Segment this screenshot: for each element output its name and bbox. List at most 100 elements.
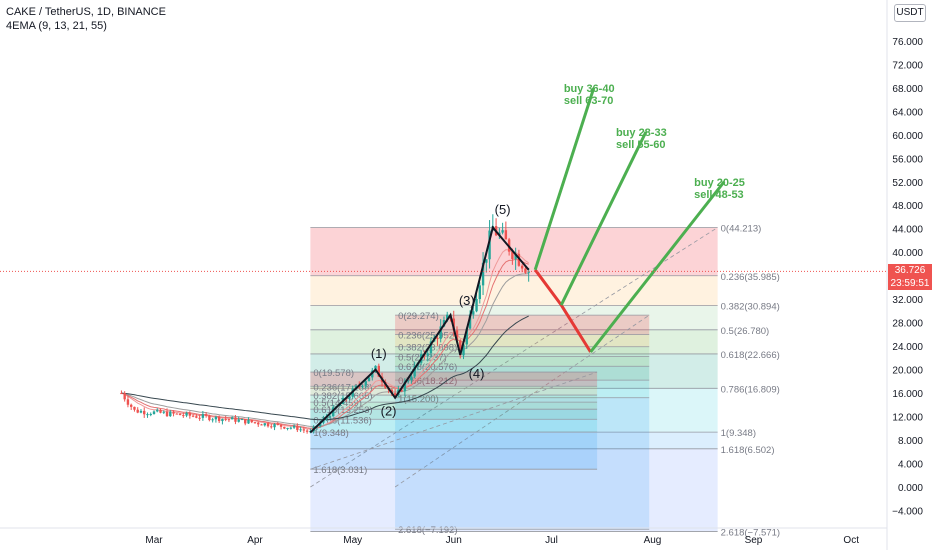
fib-level-label: 1.618(6.502) [721,445,775,456]
last-price-value: 36.726 [894,265,926,276]
wave-label: (5) [495,202,511,217]
currency-selector[interactable]: USDT [894,4,926,22]
y-tick-label: 76.000 [892,37,923,48]
y-tick-label: 68.000 [892,84,923,95]
fib-zone [310,409,598,420]
candle-body [182,415,185,417]
y-tick-label: 4.000 [898,460,923,471]
candle-body [139,410,143,413]
candle-body [406,380,410,382]
candle-body [413,365,416,377]
candle-body [520,265,524,269]
candle-body [195,416,198,418]
x-tick-label: Jul [545,535,558,546]
candle-body [478,285,481,300]
time-axis[interactable]: Mar Apr May Jun Jul Aug Sep Oct [0,527,887,546]
candle-body [240,419,244,421]
candle-body [393,393,397,396]
fib-level-label: 0.382(30.894) [721,302,780,313]
candle-body [211,419,214,421]
fib-level-label: 0.5(14.459) [313,398,362,409]
candle-body [279,424,283,427]
candle-body [459,340,462,356]
candle-body [191,415,195,417]
candle-body [217,416,221,422]
candle-body [318,422,322,427]
wave-line [309,225,530,434]
candle-body [234,417,237,422]
last-price-tag: 36.726 23:59:51 [888,264,932,290]
candle-body [120,393,123,395]
fib-zone [395,380,650,398]
candle-body [289,427,293,429]
candle-body [462,344,465,356]
y-tick-label: 16.000 [892,389,923,400]
candle-body [172,411,175,414]
candle-body [481,262,485,286]
candle-body [247,419,250,424]
fib-zone [310,275,718,306]
candle-body [188,412,192,416]
fib-level-label: 1(9.348) [313,428,348,439]
candle-body [273,424,276,428]
fib-zone [310,419,598,433]
projection-label: buy 28-33 [616,127,667,139]
candle-body [214,416,218,420]
candle-body [403,381,407,392]
y-tick-label: −4.000 [892,506,923,517]
candle-body [198,417,201,419]
symbol-title[interactable]: CAKE / TetherUS, 1D, BINANCE [6,6,166,18]
candle-body [133,406,136,410]
y-tick-label: 0.000 [898,483,923,494]
fib-level-label: 0.5(26.780) [721,326,770,337]
price-axis[interactable]: 76.000 72.000 68.000 64.000 60.000 56.000 52.0… [886,0,923,550]
fib-zone [310,432,598,470]
fib-level-label: 0.786(18.212) [398,376,457,387]
candle-body [488,230,491,260]
candle-body [504,230,508,240]
candle-body [244,419,247,424]
candle-body [302,429,306,431]
candle-body [299,429,302,431]
projection-label: buy 20-25 [694,177,745,189]
candle-body [374,365,377,371]
candle-body [361,385,364,387]
candle-body [426,353,429,356]
y-tick-label: 64.000 [892,107,923,118]
y-tick-label: 52.000 [892,178,923,189]
candle-body [286,427,289,429]
candle-body [296,425,299,431]
candle-body [257,422,260,425]
candle-body [165,411,169,417]
fib-level-label: 0(44.213) [721,223,762,234]
candle-body [143,410,146,415]
candle-body [283,426,286,429]
y-tick-label: 48.000 [892,201,923,212]
wave-label: (4) [469,366,485,381]
fib-level-label: 0.618(22.666) [721,350,780,361]
candle-body [159,409,162,413]
candle-body [169,411,172,417]
candle-body [328,416,332,418]
projection-arrow [559,131,648,306]
projection-label: sell 48-53 [694,189,744,201]
fib-level-label: 0(29.274) [398,311,439,322]
candle-body [455,330,459,341]
fib-zone [310,432,718,449]
x-tick-label: Sep [745,535,763,546]
candle-body [156,409,159,412]
candle-body [146,414,149,416]
candle-body [429,341,433,354]
candle-body [250,419,253,423]
fib-zone [310,448,718,532]
fib-level-label: 1.618(3.031) [313,465,367,476]
indicator-legend[interactable]: 4EMA (9, 13, 21, 55) [6,20,107,32]
candle-body [348,396,351,399]
candle-body [204,414,208,416]
candle-body [367,377,371,382]
candle-body [524,268,527,273]
x-tick-label: Mar [145,535,163,546]
fib-zone [310,395,598,403]
